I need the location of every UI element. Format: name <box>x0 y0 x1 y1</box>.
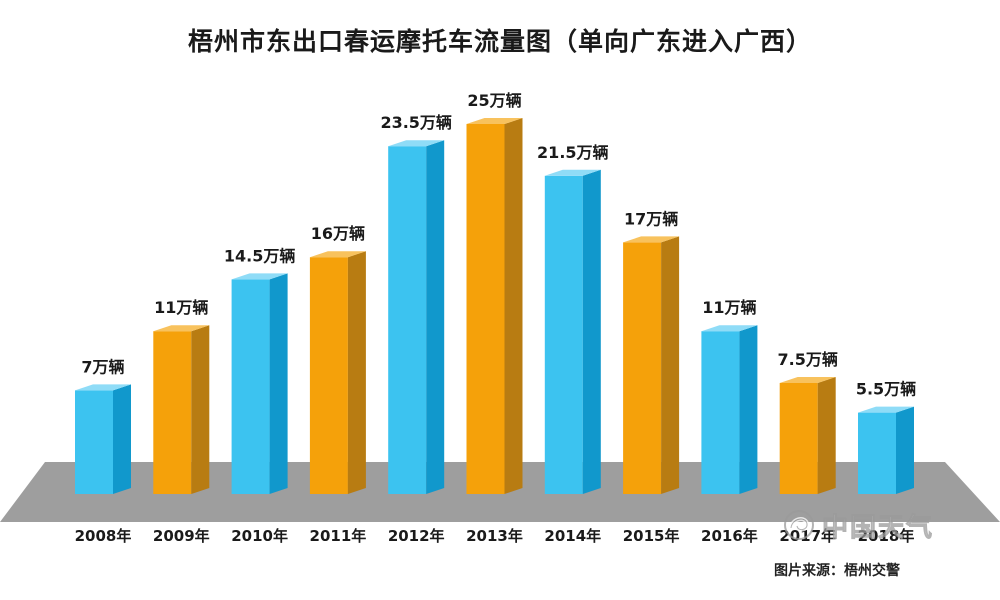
bar-front <box>544 175 583 495</box>
data-label: 25万辆 <box>467 91 521 110</box>
bar-top <box>623 236 680 243</box>
x-tick-label: 2012年 <box>388 527 445 545</box>
source-note: 图片来源：梧州交警 <box>774 563 900 579</box>
bar-top <box>544 169 601 176</box>
chart-title: 梧州市东出口春运摩托车流量图（单向广东进入广西） <box>187 27 812 56</box>
bar-2016年 <box>701 325 758 494</box>
bar-front <box>623 242 662 494</box>
watermark-text: 中国天气 <box>821 512 935 543</box>
data-label: 11万辆 <box>154 298 208 317</box>
data-label: 14.5万辆 <box>224 246 295 265</box>
data-label: 7万辆 <box>81 357 124 376</box>
bar-front <box>153 331 192 494</box>
x-tick-label: 2016年 <box>701 527 758 545</box>
bar-top <box>153 325 210 332</box>
data-label: 5.5万辆 <box>856 380 916 399</box>
watermark: 中国天气 <box>782 508 935 543</box>
bar-2008年 <box>75 384 131 494</box>
bar-side <box>191 325 210 494</box>
bar-front <box>858 412 896 494</box>
bar-2015年 <box>623 236 680 494</box>
data-label: 23.5万辆 <box>380 113 451 132</box>
bar-2010年 <box>231 273 288 494</box>
bar-front <box>388 146 427 494</box>
bar-2012年 <box>388 140 445 494</box>
swirl-logo-icon <box>784 510 814 540</box>
bar-side <box>347 251 366 494</box>
x-tick-label: 2008年 <box>75 527 132 545</box>
bar-front <box>466 124 505 494</box>
bar-front <box>75 390 113 494</box>
bar-side <box>817 377 836 494</box>
bar-top <box>466 118 523 124</box>
bar-2014年 <box>544 169 601 495</box>
bar-side <box>896 406 914 494</box>
bar-2013年 <box>466 118 523 494</box>
bar-side <box>739 325 758 494</box>
bar-top <box>701 325 758 332</box>
x-tick-label: 2013年 <box>466 527 523 545</box>
bar-front <box>231 279 270 494</box>
bar-front <box>701 331 740 494</box>
bar-2017年 <box>779 377 836 494</box>
x-tick-label: 2009年 <box>153 527 210 545</box>
bar-top <box>779 377 836 383</box>
data-label: 17万辆 <box>624 209 678 228</box>
x-tick-label: 2010年 <box>231 527 288 545</box>
x-tick-label: 2014年 <box>544 527 601 545</box>
bar-side <box>426 140 445 494</box>
bar-2018年 <box>858 406 914 494</box>
bar-side <box>113 384 131 494</box>
bar-top <box>388 140 445 147</box>
bar-side <box>582 169 601 495</box>
data-label: 16万辆 <box>311 224 365 243</box>
bar-top <box>858 406 914 413</box>
x-tick-label: 2018年 <box>858 527 915 545</box>
x-tick-label: 2015年 <box>623 527 680 545</box>
bar-front <box>309 257 348 494</box>
bar-top <box>309 251 366 258</box>
bar-side <box>269 273 288 494</box>
bar-top <box>231 273 288 280</box>
data-label: 11万辆 <box>702 298 756 317</box>
data-label: 7.5万辆 <box>778 350 838 369</box>
bar-front <box>779 383 818 494</box>
x-tick-label: 2011年 <box>310 527 367 545</box>
bar-side <box>504 118 523 494</box>
data-label: 21.5万辆 <box>537 143 608 162</box>
bar-side <box>661 236 680 494</box>
bar-top <box>75 384 131 391</box>
bar-2011年 <box>309 251 366 494</box>
bar-2009年 <box>153 325 210 494</box>
